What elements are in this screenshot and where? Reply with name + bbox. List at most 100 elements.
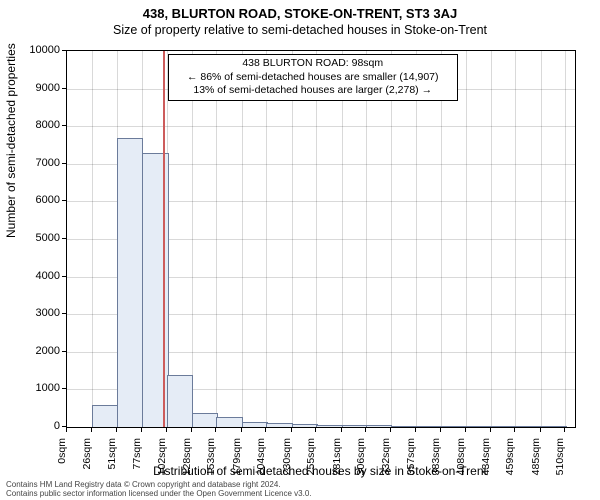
x-tick-mark [514, 428, 515, 432]
x-tick-label: 408sqm [455, 438, 467, 488]
y-tick-mark [62, 125, 66, 126]
x-tick-mark [291, 428, 292, 432]
gridline-v [342, 51, 343, 427]
y-tick-label: 9000 [10, 82, 60, 94]
histogram-bar [266, 423, 292, 427]
chart-subtitle: Size of property relative to semi-detach… [0, 21, 600, 37]
y-tick-label: 3000 [10, 307, 60, 319]
x-tick-mark [365, 428, 366, 432]
x-tick-mark [241, 428, 242, 432]
histogram-bar [491, 426, 517, 428]
x-tick-label: 255sqm [305, 438, 317, 488]
gridline-v [366, 51, 367, 427]
callout-line: 438 BLURTON ROAD: 98sqm [175, 57, 451, 71]
gridline-v [515, 51, 516, 427]
callout-line: 13% of semi-detached houses are larger (… [175, 84, 451, 98]
x-tick-mark [490, 428, 491, 432]
footer-line: Contains public sector information licen… [6, 489, 312, 498]
gridline-v [541, 51, 542, 427]
x-tick-mark [91, 428, 92, 432]
gridline-v [416, 51, 417, 427]
y-tick-label: 5000 [10, 232, 60, 244]
x-tick-label: 0sqm [56, 438, 68, 488]
x-tick-label: 204sqm [255, 438, 267, 488]
y-tick-mark [62, 276, 66, 277]
y-tick-label: 4000 [10, 270, 60, 282]
y-tick-label: 7000 [10, 157, 60, 169]
y-tick-mark [62, 163, 66, 164]
x-tick-mark [191, 428, 192, 432]
x-tick-label: 332sqm [380, 438, 392, 488]
histogram-bar [292, 424, 318, 427]
callout-line: ← 86% of semi-detached houses are smalle… [175, 71, 451, 85]
x-tick-label: 383sqm [430, 438, 442, 488]
histogram-bar [391, 426, 417, 428]
x-tick-mark [415, 428, 416, 432]
histogram-bar [242, 422, 268, 428]
y-tick-label: 6000 [10, 194, 60, 206]
x-tick-label: 434sqm [480, 438, 492, 488]
histogram-bar [541, 426, 567, 428]
y-tick-label: 10000 [10, 44, 60, 56]
x-tick-label: 26sqm [81, 438, 93, 488]
y-tick-mark [62, 88, 66, 89]
x-tick-mark [265, 428, 266, 432]
y-tick-mark [62, 426, 66, 427]
x-tick-label: 102sqm [156, 438, 168, 488]
x-tick-label: 485sqm [530, 438, 542, 488]
histogram-bar [167, 375, 193, 427]
property-callout: 438 BLURTON ROAD: 98sqm← 86% of semi-det… [168, 54, 458, 101]
x-tick-mark [215, 428, 216, 432]
x-tick-mark [116, 428, 117, 432]
histogram-bar [92, 405, 118, 427]
x-tick-label: 153sqm [205, 438, 217, 488]
histogram-bar [192, 413, 218, 427]
y-tick-label: 2000 [10, 345, 60, 357]
x-tick-label: 306sqm [355, 438, 367, 488]
x-tick-label: 510sqm [554, 438, 566, 488]
y-tick-label: 0 [10, 420, 60, 432]
gridline-v [316, 51, 317, 427]
gridline-v [216, 51, 217, 427]
gridline-v [242, 51, 243, 427]
histogram-bar [416, 426, 442, 428]
gridline-v [292, 51, 293, 427]
gridline-v [466, 51, 467, 427]
histogram-bar [441, 426, 467, 428]
y-tick-mark [62, 238, 66, 239]
x-tick-mark [315, 428, 316, 432]
histogram-bar [515, 426, 541, 428]
histogram-bar [466, 426, 492, 428]
histogram-bar [117, 138, 143, 427]
histogram-bar [342, 425, 368, 427]
x-tick-label: 128sqm [181, 438, 193, 488]
x-tick-label: 357sqm [405, 438, 417, 488]
x-tick-mark [66, 428, 67, 432]
histogram-bar [366, 425, 392, 427]
x-tick-mark [166, 428, 167, 432]
chart-container: 438, BLURTON ROAD, STOKE-ON-TRENT, ST3 3… [0, 0, 600, 500]
y-tick-label: 8000 [10, 119, 60, 131]
histogram-bar [316, 425, 342, 427]
x-tick-label: 230sqm [281, 438, 293, 488]
x-tick-label: 51sqm [106, 438, 118, 488]
gridline-v [92, 51, 93, 427]
x-tick-label: 77sqm [131, 438, 143, 488]
x-tick-mark [141, 428, 142, 432]
gridline-v [192, 51, 193, 427]
y-tick-label: 1000 [10, 382, 60, 394]
histogram-bar [216, 417, 242, 427]
plot-area [66, 50, 576, 428]
x-tick-label: 281sqm [331, 438, 343, 488]
y-tick-mark [62, 50, 66, 51]
gridline-v [266, 51, 267, 427]
y-tick-mark [62, 200, 66, 201]
x-tick-mark [390, 428, 391, 432]
x-tick-mark [341, 428, 342, 432]
gridline-v [391, 51, 392, 427]
x-tick-mark [440, 428, 441, 432]
property-marker-line [163, 51, 165, 427]
y-tick-mark [62, 313, 66, 314]
gridline-v [565, 51, 566, 427]
y-tick-mark [62, 351, 66, 352]
